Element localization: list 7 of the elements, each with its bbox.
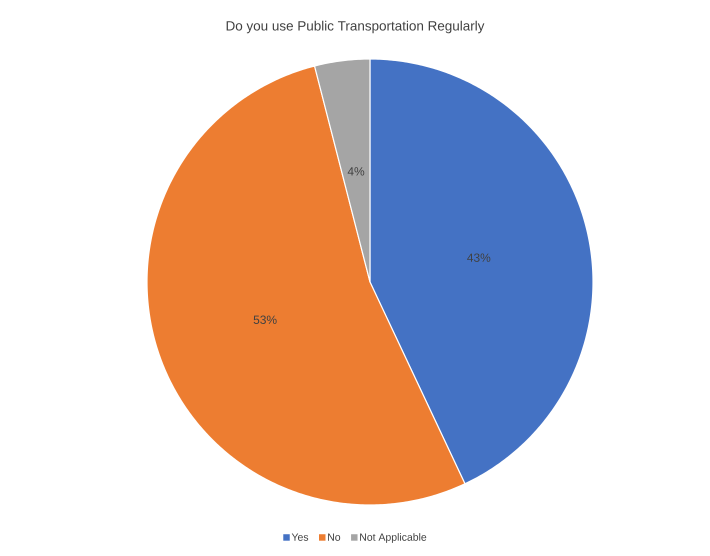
data-label: 4% bbox=[348, 167, 364, 176]
legend-label: Not Applicable bbox=[360, 533, 426, 543]
data-label: 53% bbox=[254, 316, 277, 324]
data-label: 43% bbox=[467, 253, 490, 262]
legend-label: Yes bbox=[292, 534, 308, 541]
legend-label: No bbox=[328, 534, 340, 541]
chart-title: Do you use Public Transportation Regularly bbox=[226, 20, 484, 34]
